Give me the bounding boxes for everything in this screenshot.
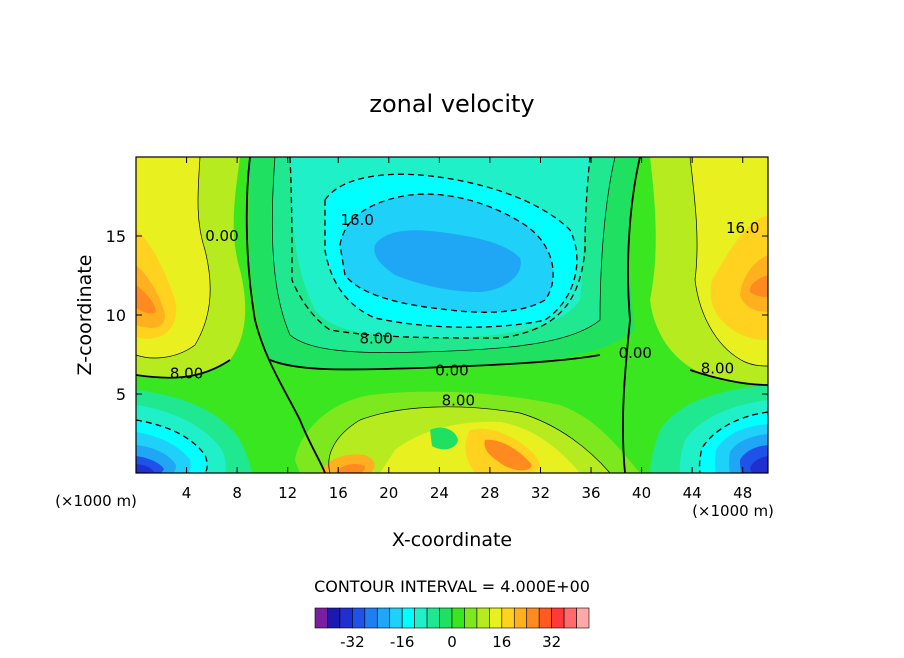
y-axis-label: Z-coordinate	[74, 255, 96, 376]
colorbar-swatch	[476, 607, 490, 629]
x-tick-label: 12	[278, 484, 297, 502]
contour-line-negative	[339, 193, 554, 313]
x-tick-label: 28	[480, 484, 499, 502]
colorbar-swatch	[426, 607, 440, 629]
colorbar-swatch	[563, 607, 577, 629]
contour-label-layer: 16.0 0.00 16.0 8.00 8.00 0.00 0.00 8.00 8.00	[170, 211, 760, 409]
contour-line-zero	[136, 359, 231, 379]
contour-band	[484, 439, 532, 471]
x-axis: 4 8 12 16 20 24 28 32 36 40 44 48	[182, 157, 752, 502]
contour-band	[136, 464, 154, 473]
chart-title: zonal velocity	[369, 90, 534, 118]
contour-band	[335, 464, 366, 473]
colorbar-swatch	[513, 607, 528, 629]
contour-line-negative	[136, 419, 208, 473]
contour-line	[136, 157, 211, 359]
colorbar-swatch	[352, 607, 366, 629]
contour-line-negative	[289, 157, 591, 339]
contour-label: 8.00	[170, 364, 203, 382]
colorbar-swatch	[551, 607, 565, 629]
x-tick-label: 48	[733, 484, 752, 502]
contour-line-zero	[622, 157, 641, 473]
contour-label: 16.0	[340, 211, 373, 229]
contour-band	[136, 265, 165, 328]
contour-label: 8.00	[359, 330, 392, 348]
y-tick-label: 5	[116, 385, 126, 404]
colorbar-swatch	[439, 607, 453, 629]
colorbar-swatch	[314, 607, 328, 629]
y-tick-label: 10	[106, 306, 126, 325]
contour-band	[750, 456, 768, 473]
colorbar-tick-label: -16	[390, 633, 415, 651]
contour-line-negative	[324, 173, 578, 328]
x-tick-label: 8	[232, 484, 242, 502]
contour-line-zero	[245, 157, 326, 473]
colorbar-swatch	[376, 607, 391, 629]
y-tick-label: 15	[106, 227, 126, 246]
x-tick-label: 32	[531, 484, 550, 502]
contour-band	[136, 285, 156, 314]
colorbar: -32 -16 0 16 32	[314, 607, 590, 651]
contour-field	[136, 157, 768, 473]
contour-label: 8.00	[701, 360, 734, 378]
x-tick-label: 4	[182, 484, 192, 502]
colorbar-swatch	[451, 607, 465, 629]
x-unit-note: (×1000 m)	[55, 492, 137, 510]
contour-label: 0.00	[619, 344, 652, 362]
y-axis: 5 10 15	[106, 227, 768, 404]
colorbar-swatch	[339, 607, 353, 629]
colorbar-swatch	[364, 607, 378, 629]
y-unit-note: (×1000 m)	[692, 502, 774, 520]
contour-label: 0.00	[435, 361, 468, 379]
colorbar-swatch	[489, 607, 503, 629]
contour-label: 0.00	[205, 227, 238, 245]
colorbar-swatch	[401, 607, 415, 629]
contour-line-negative	[698, 411, 768, 473]
contour-line-zero	[689, 369, 768, 386]
colorbar-tick-label: -32	[340, 633, 365, 651]
colorbar-tick-label: 32	[542, 633, 561, 651]
x-tick-label: 40	[632, 484, 651, 502]
contour-label: 8.00	[442, 391, 475, 409]
colorbar-swatch	[576, 607, 590, 629]
colorbar-swatch	[389, 607, 403, 629]
contour-line-zero	[269, 354, 601, 371]
x-tick-label: 36	[581, 484, 600, 502]
colorbar-tick-label: 16	[492, 633, 511, 651]
colorbar-swatch	[464, 607, 478, 629]
contour-band	[430, 427, 458, 450]
contour-label: 16.0	[726, 219, 759, 237]
contour-line	[689, 157, 768, 367]
contour-band	[749, 275, 768, 297]
x-axis-label: X-coordinate	[392, 529, 512, 551]
contour-interval-text: CONTOUR INTERVAL = 4.000E+00	[314, 577, 590, 596]
colorbar-swatch	[526, 607, 540, 629]
x-tick-label: 44	[683, 484, 702, 502]
colorbar-swatch	[327, 607, 341, 629]
x-tick-label: 16	[329, 484, 348, 502]
x-tick-label: 20	[379, 484, 398, 502]
x-tick-label: 24	[430, 484, 449, 502]
contour-line	[271, 157, 616, 353]
colorbar-swatch	[501, 607, 515, 629]
colorbar-swatch	[538, 607, 552, 629]
contour-line	[328, 406, 611, 473]
colorbar-swatch	[414, 607, 428, 629]
colorbar-tick-label: 0	[447, 633, 457, 651]
contour-band	[374, 230, 521, 292]
